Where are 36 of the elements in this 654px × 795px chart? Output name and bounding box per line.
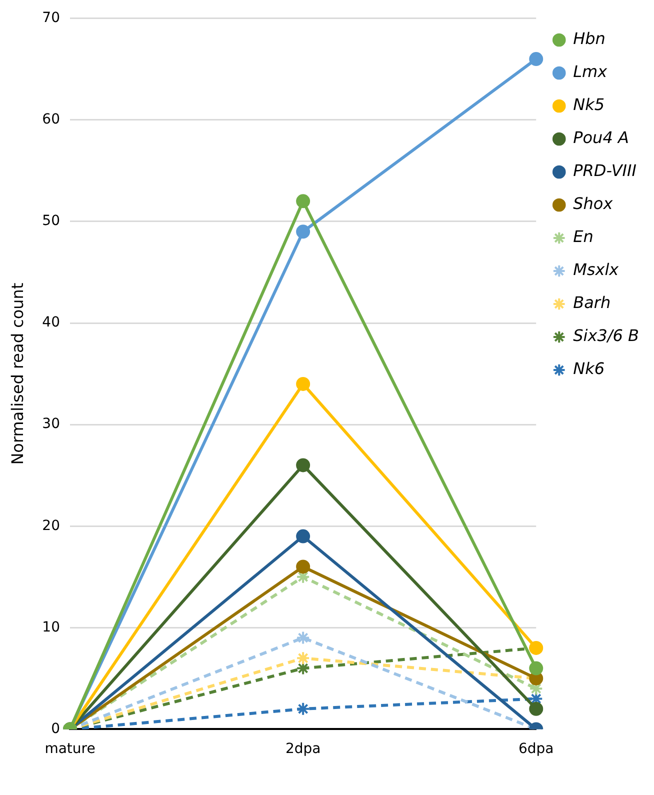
- y-tick-label: 30: [42, 416, 60, 432]
- y-axis-title: Normalised read count: [8, 282, 27, 465]
- legend-label: Shox: [573, 194, 614, 214]
- point: [296, 702, 310, 716]
- point: [296, 630, 310, 645]
- y-tick-label: 70: [42, 10, 60, 26]
- x-tick-label: 6dpa: [518, 741, 554, 758]
- x-tick-label: 2dpa: [285, 741, 321, 758]
- legend-label: Barh: [573, 293, 611, 312]
- y-tick-label: 20: [42, 518, 60, 534]
- point: [529, 661, 544, 676]
- y-tick-label: 50: [42, 213, 60, 230]
- y-tick-label: 60: [42, 112, 60, 128]
- y-tick-label: 40: [42, 314, 60, 331]
- legend-label: Six3/6 B: [573, 326, 640, 346]
- point: [529, 702, 544, 716]
- point: [296, 458, 310, 472]
- legend-label: Hbn: [573, 29, 606, 48]
- point: [296, 661, 310, 676]
- point: [296, 194, 310, 208]
- legend-label: Msxlx: [573, 260, 620, 280]
- y-tick-label: 0: [51, 720, 60, 737]
- point: [296, 651, 310, 666]
- point: [296, 560, 310, 574]
- point: [296, 224, 310, 239]
- legend-label: Pou4 A: [573, 128, 629, 148]
- point: [296, 529, 310, 544]
- legend-label: En: [573, 227, 594, 246]
- legend-label: Lmx: [573, 62, 608, 82]
- point: [296, 376, 310, 391]
- legend-label: PRD-VIII: [573, 161, 637, 180]
- point: [529, 52, 544, 66]
- legend-label: Nk6: [573, 359, 605, 378]
- y-tick-label: 10: [42, 619, 60, 636]
- legend-label: Nk5: [573, 95, 605, 114]
- x-tick-label: mature: [44, 741, 96, 758]
